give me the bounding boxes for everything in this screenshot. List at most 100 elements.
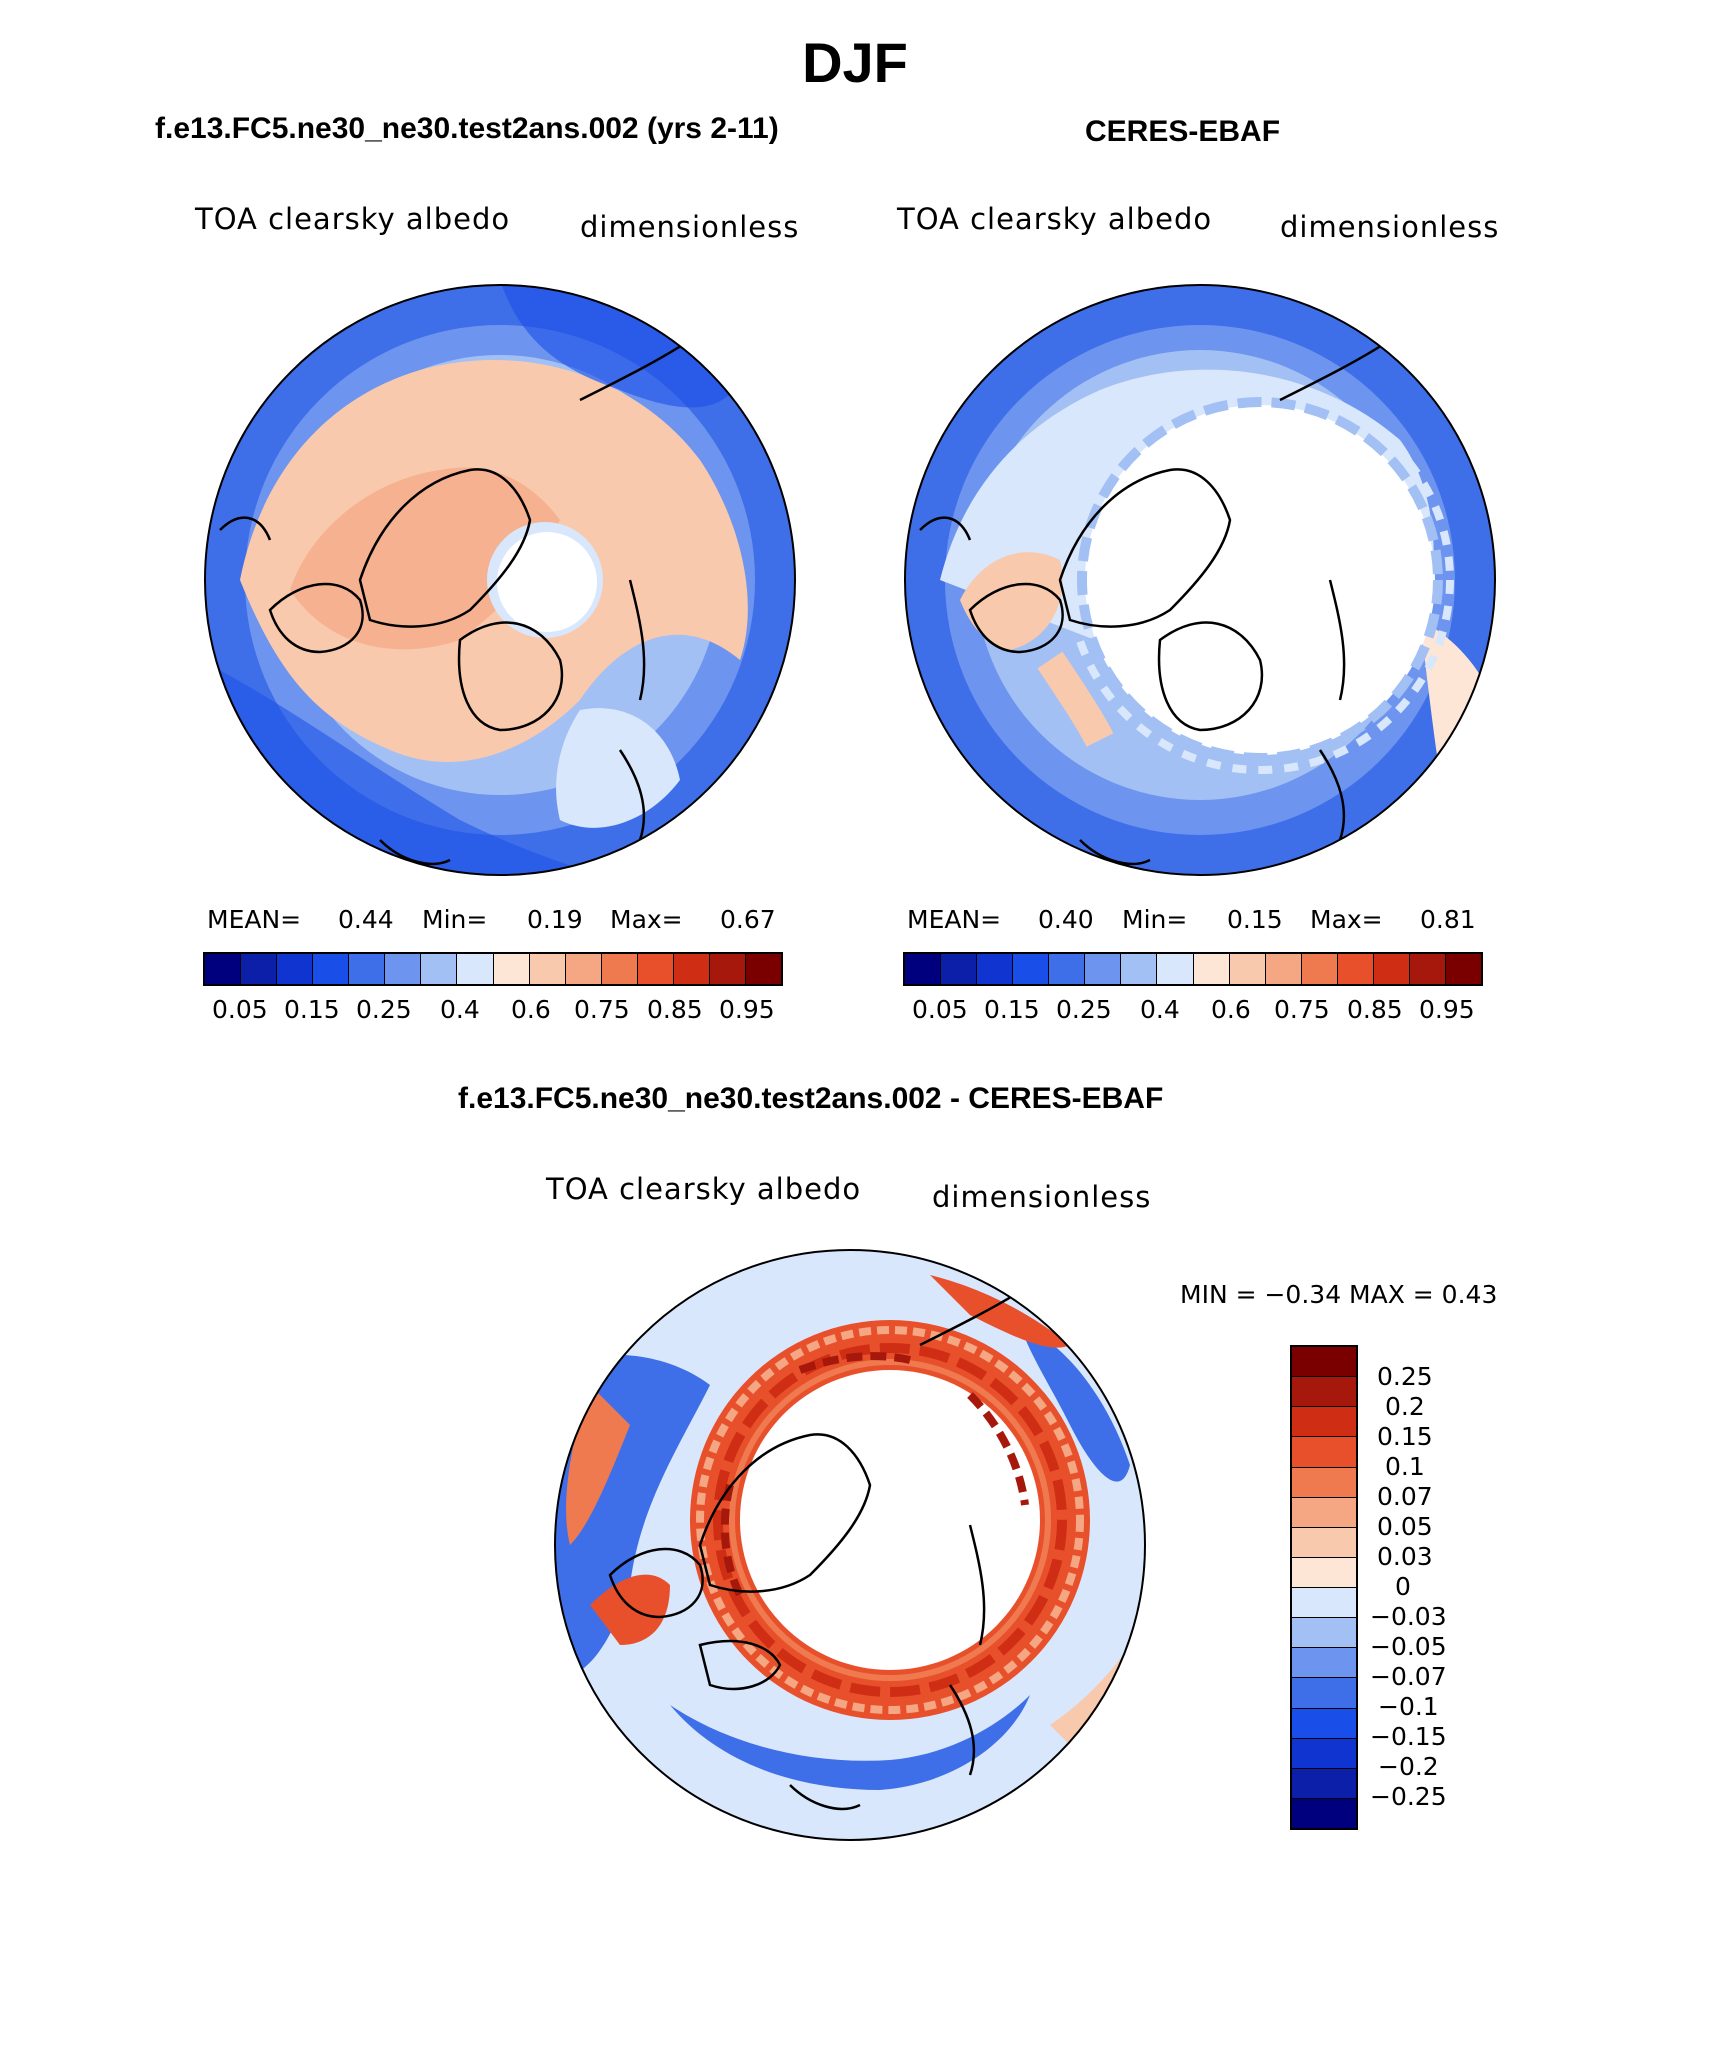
colorbar-swatch xyxy=(709,954,746,984)
diff-tick-label: −0.05 xyxy=(1370,1632,1447,1661)
panel2-min-label: Min= xyxy=(1122,905,1188,934)
colorbar-swatch xyxy=(1292,1768,1356,1799)
panel1-max-label: Max= xyxy=(610,905,683,934)
colorbar-swatch xyxy=(1049,954,1086,984)
diff-tick-label: 0.03 xyxy=(1377,1542,1433,1571)
colorbar-swatch xyxy=(1292,1708,1356,1739)
diff-colorbar xyxy=(1290,1345,1358,1830)
panel2-mean-value: 0.40 xyxy=(1038,905,1094,934)
colorbar-swatch xyxy=(1292,1467,1356,1498)
colorbar-swatch xyxy=(1292,1678,1356,1709)
colorbar-swatch xyxy=(905,954,942,984)
colorbar-swatch xyxy=(493,954,530,984)
panel2-tick-label: 0.75 xyxy=(1274,995,1330,1024)
colorbar-swatch xyxy=(1292,1798,1356,1828)
panel1-tick-label: 0.4 xyxy=(440,995,480,1024)
diff-tick-label: 0 xyxy=(1395,1572,1411,1601)
panel2-mean-label: MEAN= xyxy=(907,905,1002,934)
diff-tick-label: 0.05 xyxy=(1377,1512,1433,1541)
panel2-units-label: dimensionless xyxy=(1280,210,1500,244)
colorbar-swatch xyxy=(1292,1618,1356,1649)
colorbar-swatch xyxy=(1292,1557,1356,1588)
panel1-polar-map xyxy=(204,284,796,876)
diff-tick-label: 0.1 xyxy=(1385,1452,1425,1481)
colorbar-swatch xyxy=(1013,954,1050,984)
panel1-tick-label: 0.95 xyxy=(719,995,775,1024)
panel2-tick-label: 0.4 xyxy=(1140,995,1180,1024)
colorbar-swatch xyxy=(745,954,781,984)
panel2-max-label: Max= xyxy=(1310,905,1383,934)
diff-tick-label: −0.15 xyxy=(1370,1722,1447,1751)
colorbar-swatch xyxy=(601,954,638,984)
colorbar-swatch xyxy=(205,954,242,984)
colorbar-swatch xyxy=(1292,1648,1356,1679)
diff-units-label: dimensionless xyxy=(932,1180,1152,1214)
panel2-variable-label: TOA clearsky albedo xyxy=(897,202,1213,236)
panel1-mean-label: MEAN= xyxy=(207,905,302,934)
colorbar-swatch xyxy=(313,954,350,984)
diff-tick-label: −0.25 xyxy=(1370,1782,1447,1811)
panel2-title: CERES-EBAF xyxy=(1085,115,1281,148)
colorbar-swatch xyxy=(1445,954,1481,984)
diff-tick-label: 0.15 xyxy=(1377,1422,1433,1451)
diff-tick-label: −0.07 xyxy=(1370,1662,1447,1691)
diff-tick-label: −0.03 xyxy=(1370,1602,1447,1631)
panel2-tick-label: 0.05 xyxy=(912,995,968,1024)
diff-tick-label: 0.07 xyxy=(1377,1482,1433,1511)
panel1-tick-label: 0.6 xyxy=(511,995,551,1024)
colorbar-swatch xyxy=(1157,954,1194,984)
colorbar-swatch xyxy=(1373,954,1410,984)
colorbar-swatch xyxy=(241,954,278,984)
diff-title: f.e13.FC5.ne30_ne30.test2ans.002 - CERES… xyxy=(458,1082,1164,1115)
colorbar-swatch xyxy=(1292,1527,1356,1558)
colorbar-swatch xyxy=(1121,954,1158,984)
panel1-tick-label: 0.25 xyxy=(356,995,412,1024)
colorbar-swatch xyxy=(1193,954,1230,984)
panel1-title: f.e13.FC5.ne30_ne30.test2ans.002 (yrs 2-… xyxy=(155,112,779,145)
colorbar-swatch xyxy=(349,954,386,984)
panel2-tick-label: 0.25 xyxy=(1056,995,1112,1024)
diff-minmax-label: MIN = −0.34 MAX = 0.43 xyxy=(1180,1280,1498,1309)
panel2-max-value: 0.81 xyxy=(1420,905,1476,934)
colorbar-swatch xyxy=(1301,954,1338,984)
colorbar-swatch xyxy=(673,954,710,984)
diff-tick-label: −0.1 xyxy=(1378,1692,1439,1721)
colorbar-swatch xyxy=(1292,1377,1356,1408)
figure-title: DJF xyxy=(802,31,908,94)
colorbar-swatch xyxy=(277,954,314,984)
colorbar-swatch xyxy=(1292,1588,1356,1619)
colorbar-swatch xyxy=(1292,1437,1356,1468)
panel1-colorbar xyxy=(203,952,783,986)
panel1-min-value: 0.19 xyxy=(527,905,583,934)
panel1-tick-label: 0.85 xyxy=(647,995,703,1024)
panel2-min-value: 0.15 xyxy=(1227,905,1283,934)
panel1-tick-label: 0.05 xyxy=(212,995,268,1024)
panel2-tick-label: 0.95 xyxy=(1419,995,1475,1024)
diff-variable-label: TOA clearsky albedo xyxy=(546,1172,862,1206)
diff-tick-label: −0.2 xyxy=(1378,1752,1439,1781)
colorbar-swatch xyxy=(941,954,978,984)
colorbar-swatch xyxy=(1085,954,1122,984)
panel1-mean-value: 0.44 xyxy=(338,905,394,934)
colorbar-swatch xyxy=(1292,1407,1356,1438)
colorbar-swatch xyxy=(1292,1738,1356,1769)
diff-tick-label: 0.2 xyxy=(1385,1392,1425,1421)
colorbar-swatch xyxy=(1229,954,1266,984)
diff-polar-map xyxy=(554,1249,1146,1841)
colorbar-swatch xyxy=(421,954,458,984)
colorbar-swatch xyxy=(1292,1347,1356,1378)
colorbar-swatch xyxy=(565,954,602,984)
diff-tick-label: 0.25 xyxy=(1377,1362,1433,1391)
panel2-tick-label: 0.6 xyxy=(1211,995,1251,1024)
colorbar-swatch xyxy=(977,954,1014,984)
panel2-tick-label: 0.15 xyxy=(984,995,1040,1024)
colorbar-swatch xyxy=(1292,1497,1356,1528)
colorbar-swatch xyxy=(1265,954,1302,984)
panel2-colorbar xyxy=(903,952,1483,986)
colorbar-swatch xyxy=(1409,954,1446,984)
colorbar-swatch xyxy=(385,954,422,984)
panel2-tick-label: 0.85 xyxy=(1347,995,1403,1024)
colorbar-swatch xyxy=(637,954,674,984)
panel1-units-label: dimensionless xyxy=(580,210,800,244)
panel2-polar-map xyxy=(904,284,1496,876)
